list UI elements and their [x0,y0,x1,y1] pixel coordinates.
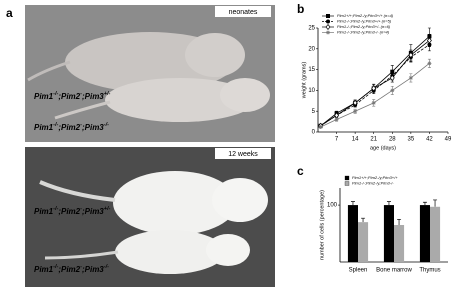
legend-label: Pim1-/-;Pim2-/y;Pim3+/+ (n=5) [337,19,392,24]
genotype-gene: ;Pim3 [82,123,104,132]
legend-label: Pim1-/-;Pim2-/y;Pim3+/- (n=6) [337,24,391,29]
legend-marker [326,14,330,18]
y-tick-label: 10 [308,88,315,94]
marker [334,117,339,122]
legend-marker [326,19,330,24]
error-bar [350,201,355,206]
x-tick-label: 35 [408,137,415,143]
panel-label: b [297,2,304,16]
x-tick-label: Spleen [349,268,368,274]
marker [371,85,377,92]
bar [394,225,405,262]
photo-tag-box [215,148,271,159]
bar [430,206,441,262]
x-tick-label: 21 [370,137,377,143]
y-tick-label: 100 [327,203,338,209]
photo-tag-box [215,6,271,17]
genotype-label: Pim1-/-;Pim2-;Pim3+/- [34,91,111,101]
marker [426,37,432,44]
error-bar [361,217,366,223]
legend-label: Pim1+/+;Pim2-/y;Pim3+/+ [352,175,398,180]
y-axis-label: number of cells (percentage) [319,190,325,260]
y-axis-label: weight (grams) [301,62,307,100]
genotype-allele: - [80,91,82,97]
genotype-allele: -/- [53,206,58,212]
genotype-gene: Pim1 [34,92,54,101]
y-tick-label: 25 [308,26,315,32]
marker [371,100,376,105]
photo-top [25,5,275,142]
genotype-gene: ;Pim2 [58,92,80,101]
genotype-allele: - [80,264,82,270]
genotype-gene: ;Pim3 [82,265,104,274]
x-axis-label: age (days) [370,145,396,151]
genotype-allele: -/- [53,264,58,270]
y-tick-label: 15 [308,67,315,73]
genotype-gene: ;Pim3 [82,92,104,101]
legend-swatch [344,181,350,186]
bar [358,222,369,262]
x-tick-label: 14 [352,137,359,143]
genotype-allele: -/- [53,122,58,128]
x-tick-label: 28 [389,137,396,143]
genotype-allele: - [80,122,82,128]
bar [383,205,394,262]
panel-label: c [297,164,304,178]
marker [427,61,432,66]
x-tick-label: 49 [445,137,452,143]
bar [419,205,430,262]
genotype-allele: -/- [104,122,109,128]
marker [389,74,395,81]
marker [352,99,358,106]
genotype-gene: Pim1 [34,265,54,274]
x-tick-label: Thymus [419,268,440,274]
legend-label: Pim1-/-;Pim2-/y;Pim3-/- [352,181,394,186]
genotype-label: Pim1-/-;Pim2-;Pim3+/- [34,206,111,216]
bar [347,205,358,262]
legend-marker [326,30,330,35]
error-bar [386,201,391,206]
x-tick-label: 42 [426,137,433,143]
legend-label: Pim1+/+;Pim2-/y;Pim3+/+ (n=4) [337,13,394,18]
y-tick-label: 0 [312,130,316,136]
photo-bottom [25,147,275,287]
legend-label: Pim1-/-;Pim2-/y;Pim3-/- (n=4) [337,30,390,35]
genotype-allele: -/- [104,264,109,270]
y-tick-label: 20 [308,46,315,52]
genotype-label: Pim1-/-;Pim2-;Pim3-/- [34,122,109,132]
error-bar [397,218,402,225]
legend-marker [325,23,331,31]
genotype-gene: ;Pim2 [58,123,80,132]
legend-swatch [344,175,350,181]
marker [318,125,323,130]
genotype-allele: +/- [104,206,111,212]
marker [408,51,414,59]
error-bar [433,199,438,207]
genotype-gene: ;Pim3 [82,207,104,216]
error-bar [422,201,427,206]
genotype-gene: ;Pim2 [58,265,80,274]
genotype-gene: ;Pim2 [58,207,80,216]
marker [390,88,395,93]
photo-tag: 12 weeks [228,151,258,158]
x-tick-label: 7 [335,137,339,143]
genotype-allele: +/- [104,91,111,97]
genotype-label: Pim1-/-;Pim2-;Pim3-/- [34,264,109,274]
panel-label: a [6,6,13,20]
genotype-allele: - [80,206,82,212]
marker [353,109,358,114]
genotype-allele: -/- [53,91,58,97]
y-tick-label: 5 [312,109,316,115]
x-tick-label: Bone marrow [376,268,412,274]
genotype-gene: Pim1 [34,123,54,132]
marker [408,75,413,80]
photo-tag: neonates [229,9,258,16]
genotype-gene: Pim1 [34,207,54,216]
